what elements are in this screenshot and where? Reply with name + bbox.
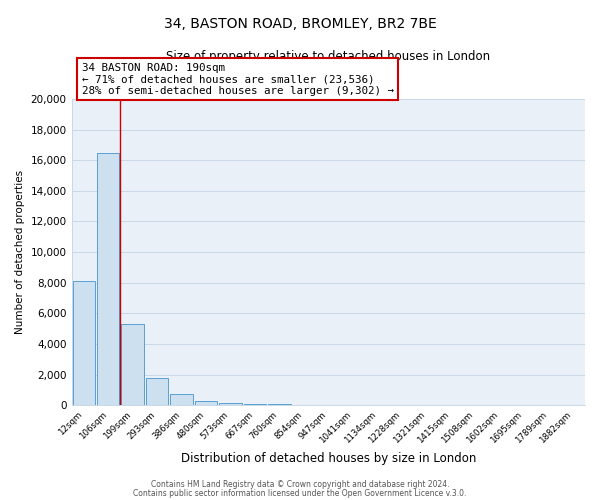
Text: 34 BASTON ROAD: 190sqm
← 71% of detached houses are smaller (23,536)
28% of semi: 34 BASTON ROAD: 190sqm ← 71% of detached… [82, 62, 394, 96]
Text: Contains public sector information licensed under the Open Government Licence v.: Contains public sector information licen… [133, 488, 467, 498]
X-axis label: Distribution of detached houses by size in London: Distribution of detached houses by size … [181, 452, 476, 465]
Title: Size of property relative to detached houses in London: Size of property relative to detached ho… [166, 50, 490, 63]
Bar [97, 152, 119, 406]
Bar [121, 324, 144, 406]
Bar [219, 402, 242, 406]
Text: 34, BASTON ROAD, BROMLEY, BR2 7BE: 34, BASTON ROAD, BROMLEY, BR2 7BE [164, 18, 436, 32]
Bar [170, 394, 193, 406]
Bar [73, 281, 95, 406]
Bar [244, 404, 266, 406]
Y-axis label: Number of detached properties: Number of detached properties [15, 170, 25, 334]
Bar [268, 404, 290, 406]
Bar [195, 401, 217, 406]
Bar [146, 378, 169, 406]
Text: Contains HM Land Registry data © Crown copyright and database right 2024.: Contains HM Land Registry data © Crown c… [151, 480, 449, 489]
